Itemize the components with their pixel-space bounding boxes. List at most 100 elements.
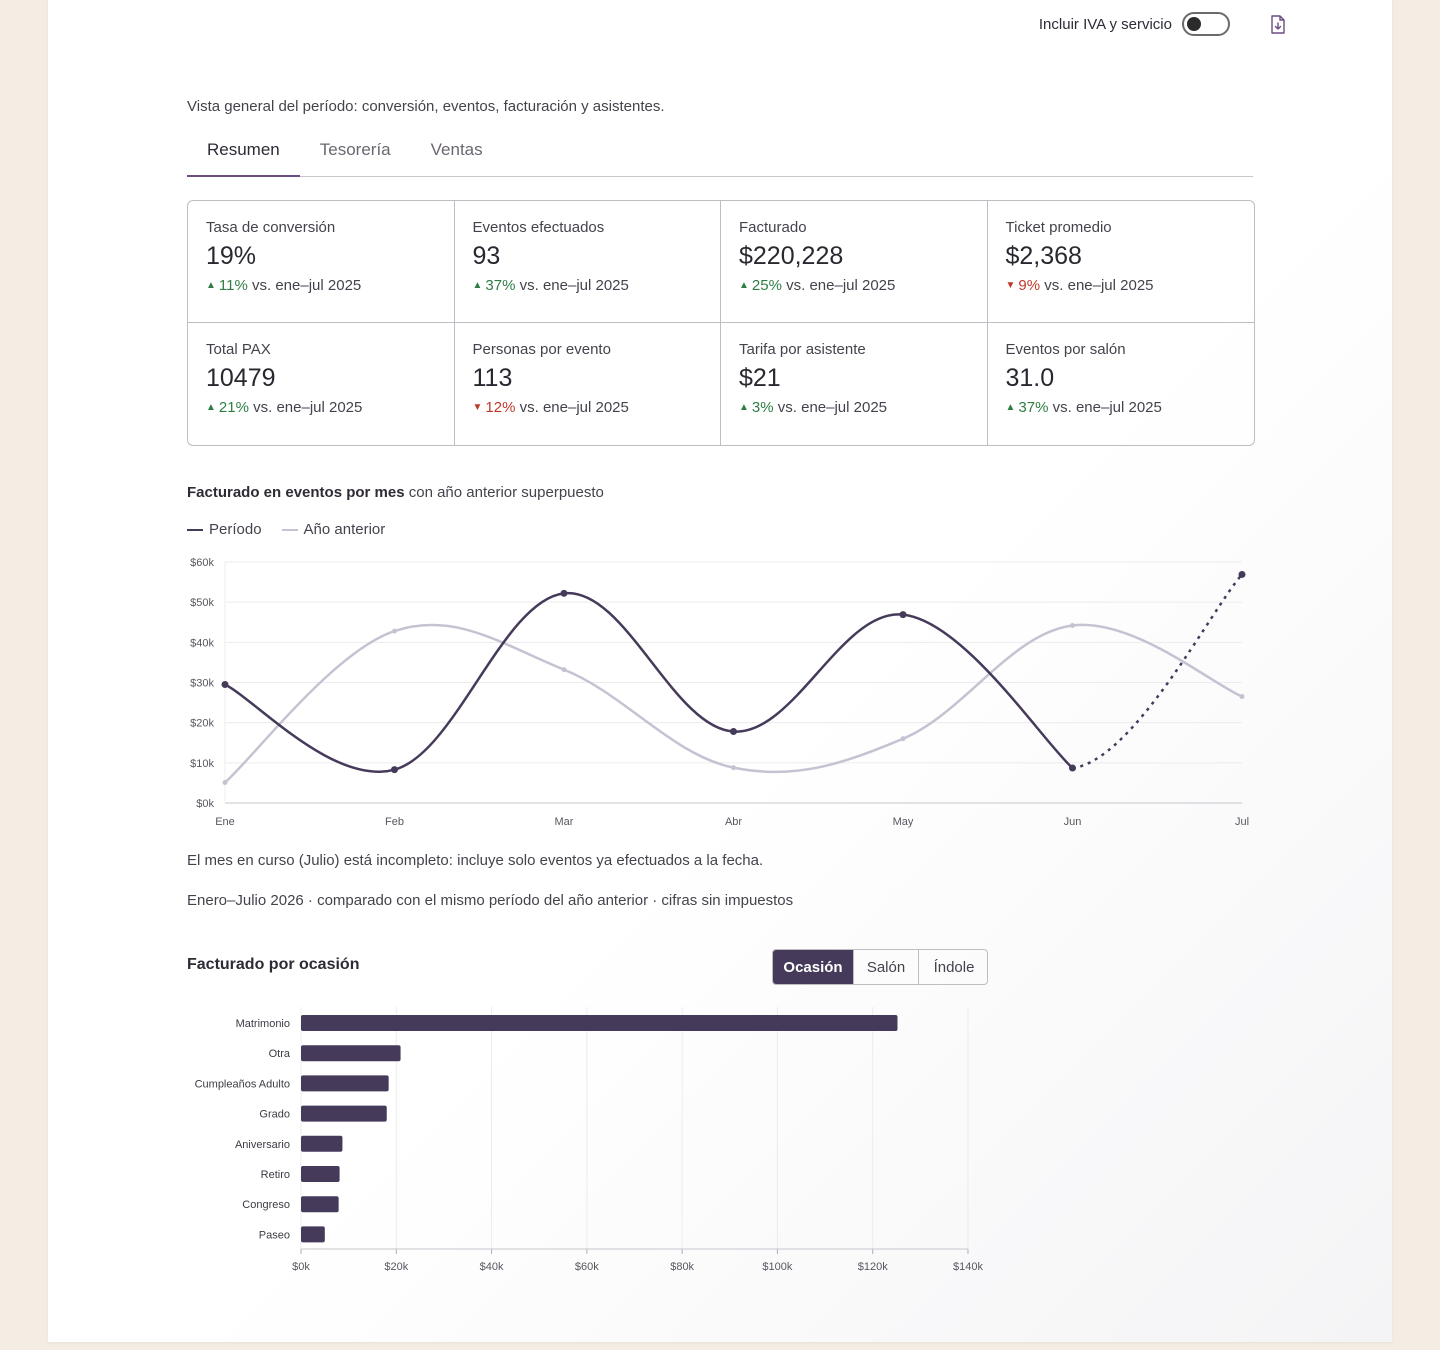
kpi-label: Facturado (739, 219, 807, 236)
kpi-label: Tasa de conversión (206, 219, 336, 236)
kpi-delta: ▼ 12% vs. ene–jul 2025 (473, 399, 703, 416)
bar (301, 1166, 340, 1182)
kpi-delta-change: ▲ 21% (206, 399, 249, 416)
category-label: Aniversario (235, 1139, 290, 1151)
line-chart-title-bold: Facturado en eventos por mes (187, 484, 405, 501)
x-tick-label: Jul (1235, 816, 1249, 828)
kpi-card: Facturado $220,228 ▲ 25% vs. ene–jul 2025 (721, 201, 988, 323)
kpi-label: Ticket promedio (1005, 219, 1112, 236)
kpi-compare: vs. ene–jul 2025 (252, 277, 362, 294)
legend-swatch (187, 528, 203, 531)
kpi-compare: vs. ene–jul 2025 (519, 277, 629, 294)
kpi-delta-percent: 21% (218, 399, 249, 416)
kpi-delta-percent: 3% (751, 399, 774, 416)
legend-swatch (281, 528, 298, 531)
bar-chart-title: Facturado por ocasión (187, 956, 1253, 974)
legend-label: Año anterior (303, 521, 386, 538)
kpi-card: Personas por evento 113 ▼ 12% vs. ene–jul 2… (455, 323, 721, 445)
kpi-card: Eventos por salón 31.0 ▲ 37% vs. ene–jul 20… (988, 323, 1255, 445)
kpi-value: 113 (472, 364, 513, 392)
kpi-delta-change: ▲ 3% (739, 399, 774, 416)
x-tick-label: May (893, 816, 914, 828)
bar (301, 1105, 387, 1122)
incomplete-month-note: El mes en curso (Julio) está incompleto:… (187, 852, 764, 869)
tab-tesorer-a[interactable]: Tesorería (319, 140, 391, 159)
arrow-up-icon: ▲ (739, 280, 749, 291)
x-tick-label: $80k (670, 1261, 694, 1273)
kpi-value: $21 (739, 364, 781, 392)
x-tick-label: Ene (215, 816, 235, 828)
kpi-delta-change: ▲ 11% (206, 277, 248, 294)
line-chart-legend: Período Año anterior (187, 521, 1253, 538)
kpi-delta-change: ▲ 37% (1006, 399, 1049, 416)
kpi-compare: vs. ene–jul 2025 (1044, 277, 1154, 294)
data-point-previous-year (900, 736, 906, 742)
kpi-delta-percent: 37% (1018, 399, 1049, 416)
y-tick-label: $30k (190, 678, 214, 690)
kpi-label: Eventos efectuados (472, 219, 605, 236)
series-line-period (224, 592, 1074, 773)
x-tick-label: Jun (1064, 816, 1082, 828)
kpi-compare: vs. ene–jul 2025 (1052, 399, 1162, 416)
legend-item: Año anterior (281, 521, 386, 538)
legend-label: Período (209, 521, 262, 538)
bar (301, 1015, 898, 1031)
segment-ocasion[interactable]: Ocasión (773, 950, 854, 984)
bar (301, 1196, 339, 1213)
line-chart-title: Facturado en eventos por mes con año ant… (187, 484, 1253, 501)
y-tick-label: $10k (190, 758, 214, 770)
data-point-previous-year (731, 765, 736, 771)
tab-bar: Resumen Tesorería Ventas (187, 132, 1253, 177)
kpi-compare: vs. ene–jul 2025 (786, 277, 896, 294)
kpi-label: Personas por evento (472, 341, 611, 358)
kpi-delta-change: ▲ 25% (739, 277, 782, 294)
bar-chart: $0k $20k $40k $60k $80k $100k $120k $140k Matrim… (195, 1007, 983, 1273)
data-point-period (899, 611, 907, 619)
segment-salon[interactable]: Salón (854, 950, 919, 984)
kpi-delta: ▲ 3% vs. ene–jul 2025 (739, 399, 969, 416)
kpi-delta-change: ▼ 9% (1006, 277, 1041, 294)
arrow-up-icon: ▲ (206, 402, 216, 413)
kpi-delta: ▼ 9% vs. ene–jul 2025 (1006, 277, 1237, 294)
kpi-card: Tasa de conversión 19% ▲ 11% vs. ene–jul 20… (188, 201, 455, 323)
bar (301, 1226, 325, 1243)
x-tick-label: Mar (555, 816, 574, 828)
category-label: Otra (269, 1048, 291, 1060)
category-label: Paseo (259, 1229, 290, 1241)
data-point-period (1069, 764, 1076, 772)
data-point-period (221, 681, 229, 689)
kpi-card: Eventos efectuados 93 ▲ 37% vs. ene–jul 202… (454, 201, 721, 323)
kpi-delta-percent: 12% (485, 399, 516, 416)
report-card (48, 0, 1392, 1342)
series-line-period-incomplete (1072, 573, 1243, 770)
kpi-card: Total PAX 10479 ▲ 21% vs. ene–jul 2025 (188, 323, 455, 445)
data-point-previous-year (1239, 694, 1245, 700)
segment-indole[interactable]: Índole (933, 958, 975, 976)
kpi-value: 93 (472, 242, 501, 270)
kpi-delta-change: ▲ 37% (473, 277, 516, 294)
export-button[interactable] (1268, 13, 1288, 35)
kpi-value: 10479 (206, 364, 276, 392)
series-line-previous-year (224, 623, 1243, 784)
kpi-delta: ▲ 21% vs. ene–jul 2025 (206, 399, 436, 416)
category-label: Grado (259, 1109, 290, 1121)
arrow-up-icon: ▲ (206, 280, 216, 291)
kpi-label: Eventos por salón (1005, 341, 1126, 358)
x-tick-label: $100k (762, 1261, 792, 1273)
x-tick-label: $120k (858, 1261, 888, 1273)
tax-toggle[interactable] (1182, 12, 1230, 36)
kpi-value: 19% (206, 242, 257, 270)
category-label: Retiro (261, 1169, 290, 1181)
grouping-segmented-control: Ocasión Salón Índole (772, 949, 988, 985)
tab-resumen[interactable]: Resumen (187, 132, 300, 177)
toggle-knob (1187, 17, 1201, 31)
data-point-period (391, 766, 398, 774)
kpi-value: $220,228 (739, 242, 844, 270)
legend-item: Período (187, 521, 262, 538)
tab-ventas[interactable]: Ventas (430, 140, 483, 159)
data-point-period (1238, 570, 1246, 578)
data-point-previous-year (222, 780, 228, 786)
kpi-grid: Tasa de conversión 19% ▲ 11% vs. ene–jul 20… (187, 200, 1255, 446)
kpi-delta: ▲ 37% vs. ene–jul 2025 (473, 277, 703, 294)
data-point-previous-year (1070, 622, 1075, 628)
